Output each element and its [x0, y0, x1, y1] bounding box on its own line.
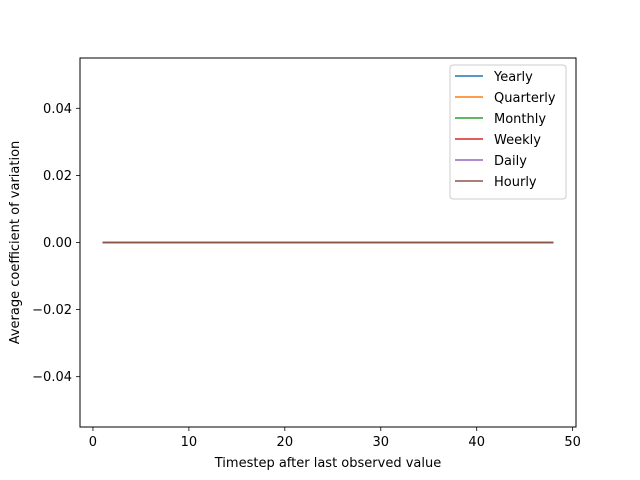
- plot-area-frame: [79, 57, 577, 428]
- y-tick-label: 0.04: [43, 102, 72, 117]
- legend-box: [449, 64, 567, 200]
- x-tick-label: 10: [181, 435, 198, 450]
- legend-label-monthly: Monthly: [494, 112, 546, 127]
- y-tick-label: 0.02: [43, 169, 72, 184]
- legend: Yearly Quarterly Monthly Weekly Daily Hourly: [449, 64, 567, 200]
- legend-label-hourly: Hourly: [494, 175, 537, 190]
- x-tick-label: 20: [277, 435, 294, 450]
- x-tick-label: 30: [372, 435, 389, 450]
- x-tick-label: 40: [468, 435, 485, 450]
- ticks-layer: 0 10 20 30 40 50 −0.04 −0.02 0.00 0.02 0.04: [32, 102, 581, 450]
- y-axis-label: Average coefficient of variation: [8, 141, 23, 345]
- legend-label-quarterly: Quarterly: [494, 91, 556, 106]
- x-tick-label: 0: [89, 435, 97, 450]
- legend-label-weekly: Weekly: [494, 133, 541, 148]
- legend-label-yearly: Yearly: [493, 70, 533, 85]
- y-tick-label: 0.00: [43, 236, 72, 251]
- legend-label-daily: Daily: [494, 154, 527, 169]
- y-tick-label: −0.02: [32, 303, 72, 318]
- x-axis-label: Timestep after last observed value: [214, 456, 441, 471]
- y-tick-label: −0.04: [32, 370, 72, 385]
- x-tick-label: 50: [564, 435, 581, 450]
